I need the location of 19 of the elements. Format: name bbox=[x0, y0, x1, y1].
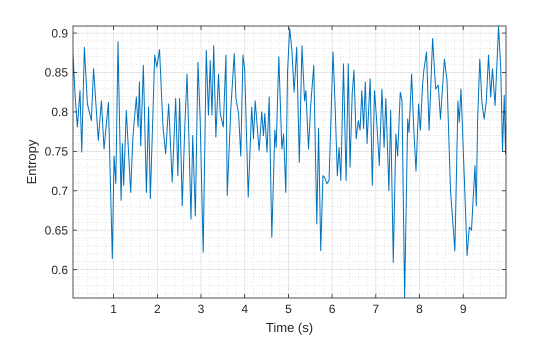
x-tick-label: 7 bbox=[372, 302, 380, 316]
y-tick-label: 0.75 bbox=[44, 144, 68, 159]
x-tick-label: 6 bbox=[328, 302, 336, 316]
y-tick-label: 0.8 bbox=[51, 105, 68, 120]
y-axis-title: Entropy bbox=[24, 139, 39, 184]
y-tick-label: 0.65 bbox=[44, 223, 68, 238]
x-tick-label: 1 bbox=[110, 302, 118, 316]
y-tick-label: 0.6 bbox=[51, 262, 68, 277]
y-tick-label: 0.9 bbox=[51, 26, 68, 40]
x-tick-label: 2 bbox=[154, 302, 161, 316]
line-series bbox=[73, 26, 506, 298]
x-tick-label: 8 bbox=[416, 302, 424, 316]
x-tick-label: 5 bbox=[285, 302, 292, 316]
x-tick-label: 9 bbox=[460, 302, 467, 316]
y-tick-label: 0.85 bbox=[44, 66, 68, 80]
y-tick-label: 0.7 bbox=[51, 184, 68, 198]
x-axis-title: Time (s) bbox=[266, 320, 314, 335]
x-tick-label: 4 bbox=[241, 302, 248, 316]
x-tick-label: 3 bbox=[198, 302, 205, 316]
